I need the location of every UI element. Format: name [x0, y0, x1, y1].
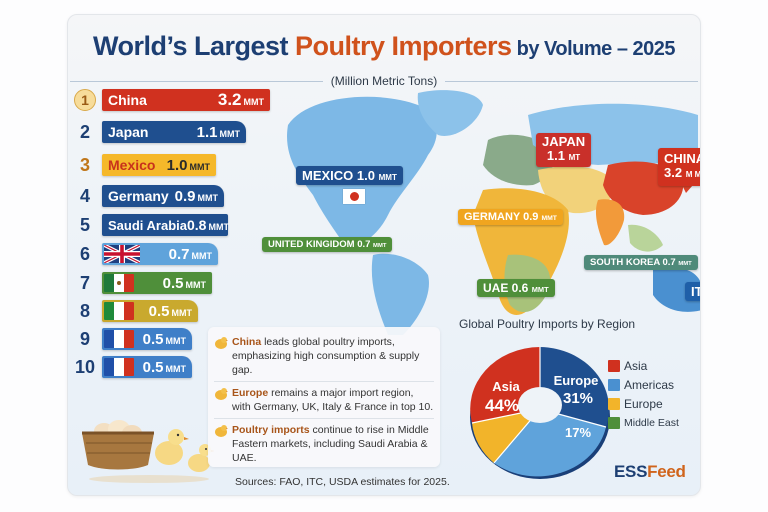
rank-bar: Germany 0.9 MMT: [102, 185, 224, 207]
map-label-mexico: MEXICO 1.0 MMT: [296, 166, 403, 185]
uk-flag-icon: [104, 245, 140, 263]
infographic-card: World’s Largest Poultry Importers by Vol…: [67, 14, 701, 496]
svg-text:Europe: Europe: [554, 373, 599, 388]
insight-item: Poultry imports continue to rise in Midd…: [214, 419, 434, 469]
rank-bar: 0.5 MMT: [102, 328, 192, 350]
svg-text:17%: 17%: [565, 425, 591, 440]
rank-bar: 0.5 MMT: [102, 356, 192, 378]
insight-item: China leads global poultry imports, emph…: [214, 331, 434, 382]
rank-number: 6: [79, 243, 90, 264]
rank-row-4: 4 Germany 0.9 MMT: [74, 185, 224, 207]
rank-number: 4: [79, 185, 90, 206]
rank-row-2: 2 Japan 1.1 MMT: [74, 121, 246, 143]
rank-row-8: 8 0.5 MMT: [74, 300, 198, 322]
map-label-united-kingdom: UNITED KINGIDOM 0.7 MMT: [262, 237, 393, 252]
divider: [70, 80, 323, 82]
region-donut-chart: Asia 44% Europe 31% 17%: [470, 347, 610, 479]
france-flag-icon: [104, 330, 134, 348]
rank-number: 1: [74, 89, 96, 111]
legend-item-asia: Asia: [608, 356, 679, 375]
map-label-germany: GERMANY 0.9 MMT: [458, 209, 563, 225]
map-label-south-korea: SOUTH KOREA 0.7 MMT: [584, 255, 698, 270]
svg-text:31%: 31%: [563, 390, 593, 407]
italy-flag-icon: [104, 302, 134, 320]
rank-bar: Japan 1.1 MMT: [102, 121, 246, 143]
legend-item-americas: Americas: [608, 375, 679, 394]
rank-number: 7: [79, 272, 90, 293]
map-label-china: CHINA 3.2 M MT: [658, 148, 700, 186]
chick-icon: [215, 388, 228, 400]
france-flag-icon: [104, 358, 134, 376]
rank-row-3: 3 Mexico 1.0 MMT: [74, 154, 216, 176]
map-label-italy: ITALY 0.5 MMT: [685, 282, 700, 301]
rank-bar: Saudi Arabia 0.8 MMT: [102, 214, 229, 236]
nest-chicks-illustration: [82, 420, 214, 483]
rank-number: 2: [79, 121, 90, 142]
rank-row-1: 1 China 3.2 MMT: [74, 89, 270, 111]
rank-number: 9: [79, 328, 90, 349]
chick-icon: [215, 425, 228, 437]
chick-icon: [215, 337, 228, 349]
essfeed-logo: ESSFeed: [614, 462, 686, 481]
rank-bar: 0.5 MMT: [102, 272, 212, 294]
legend-item-europe: Europe: [608, 394, 679, 413]
insight-item: Europe remains a major import region, wi…: [214, 382, 434, 419]
rank-number: 3: [79, 154, 90, 175]
sources-text: Sources: FAO, ITC, USDA estimates for 20…: [235, 476, 450, 488]
map-label-japan: JAPAN 1.1 MT: [536, 133, 592, 167]
rank-row-7: 7 0.5 MMT: [74, 272, 212, 294]
rank-row-9: 9 0.5 MMT: [74, 328, 192, 350]
world-map: JAPAN 1.1 MT CHINA 3.2 M MT MEXICO 1.0 M…: [262, 85, 700, 335]
subtitle: (Million Metric Tons): [330, 74, 438, 88]
rank-number: 5: [79, 214, 90, 235]
mexico-flag-icon: [104, 274, 134, 292]
divider: [445, 80, 698, 82]
legend-item-middle-east: Middle East: [608, 413, 679, 432]
insights-panel: China leads global poultry imports, emph…: [208, 327, 440, 467]
page-title: World’s Largest Poultry Importers by Vol…: [92, 31, 676, 61]
rank-bar: China 3.2 MMT: [102, 89, 270, 111]
rank-bar: Mexico 1.0 MMT: [102, 154, 216, 176]
rank-row-10: 10 0.5 MMT: [74, 356, 192, 378]
rank-number: 8: [79, 300, 90, 321]
rank-number: 10: [74, 356, 96, 377]
rank-row-6: 6 0.7 MMT: [74, 243, 218, 265]
rank-row-5: 5 Saudi Arabia 0.8 MMT: [74, 214, 229, 236]
chart-title: Global Poultry Imports by Region: [459, 317, 636, 331]
japan-flag: [343, 189, 365, 204]
chart-legend: Asia Americas Europe Middle East: [608, 356, 679, 432]
svg-text:44%: 44%: [485, 396, 519, 415]
svg-text:Asia: Asia: [492, 379, 520, 394]
map-label-uae: UAE 0.6 MMT: [477, 279, 555, 297]
rank-bar: 0.5 MMT: [102, 300, 198, 322]
rank-bar: 0.7 MMT: [102, 243, 218, 265]
subtitle-row: (Million Metric Tons): [70, 73, 698, 89]
